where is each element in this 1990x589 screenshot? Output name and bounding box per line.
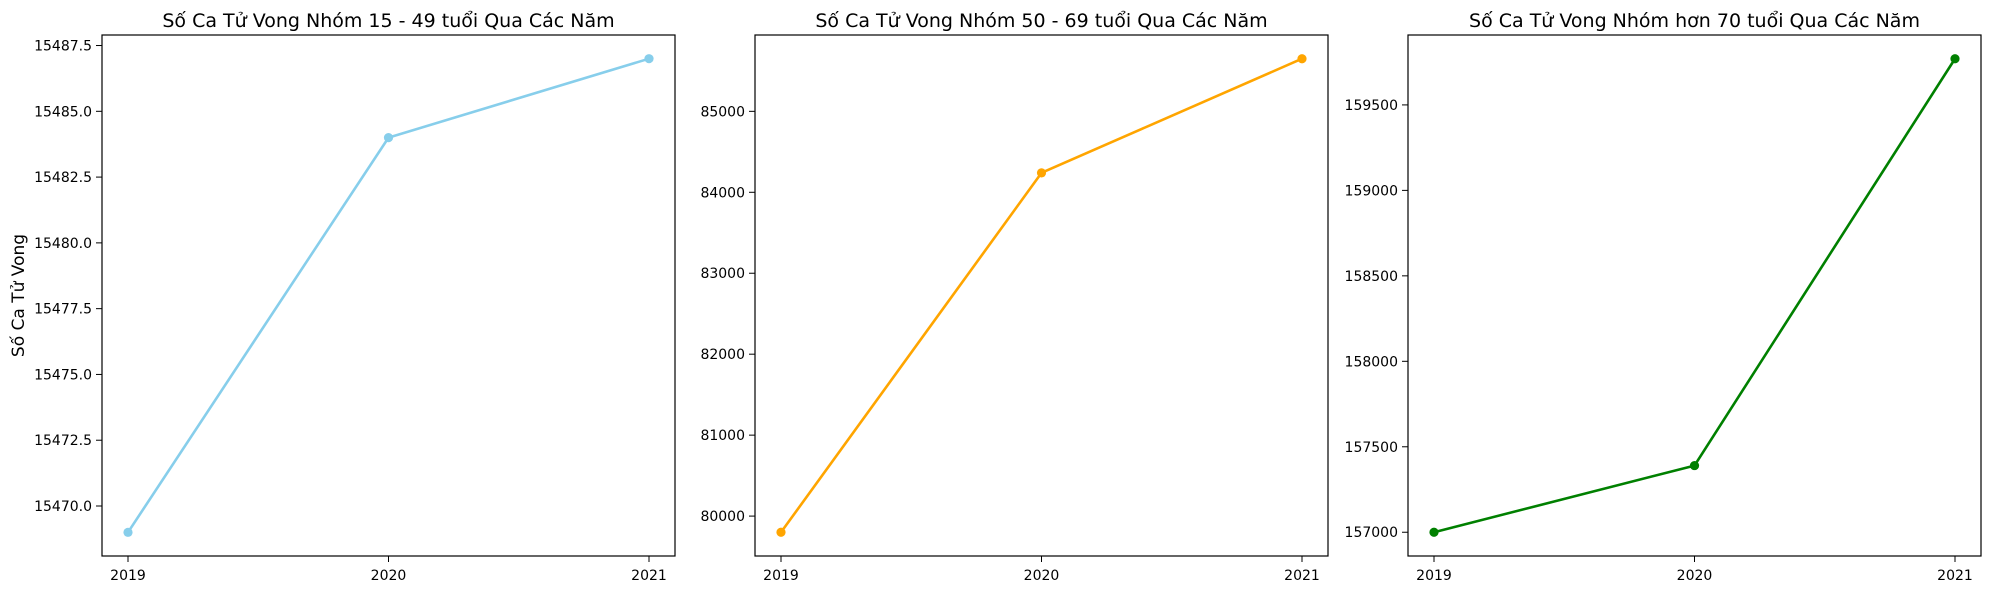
y-tick-label: 157000 [1345,525,1398,541]
y-tick-label: 82000 [700,347,745,363]
x-tick-label: 2021 [1937,568,1973,584]
y-tick-label: 159500 [1345,98,1398,114]
data-point [383,133,394,143]
y-tick-label: 15472.5 [34,433,92,449]
data-point [1689,460,1700,471]
chart-panel-50-69: Số Ca Tử Vong Nhóm 50 - 69 tuổi Qua Các … [700,10,1329,584]
axes-frame [1407,34,1982,557]
y-tick-label: 80000 [700,509,745,525]
x-tick-label: 2019 [110,568,146,584]
x-tick-label: 2020 [1677,568,1713,584]
y-tick-label: 15485.0 [34,104,92,120]
chart-title: Số Ca Tử Vong Nhóm 15 - 49 tuổi Qua Các … [162,10,614,32]
y-tick-label: 15480.0 [34,236,92,252]
chart-panel-70-plus: Số Ca Tử Vong Nhóm hơn 70 tuổi Qua Các N… [1345,10,1982,584]
y-axis-label: Số Ca Tử Vong [8,234,29,357]
chart-panel-15-49: Số Ca Tử Vong Nhóm 15 - 49 tuổi Qua Các … [8,10,676,584]
y-tick-label: 81000 [700,428,745,444]
chart-title: Số Ca Tử Vong Nhóm hơn 70 tuổi Qua Các N… [1469,10,1920,32]
x-tick-label: 2019 [763,568,799,584]
x-tick-label: 2021 [1284,568,1320,584]
series-line [126,57,650,534]
data-point [644,54,654,64]
data-point [123,527,133,537]
x-tick-label: 2021 [631,568,667,584]
y-tick-label: 83000 [700,266,745,282]
y-tick-label: 158500 [1345,269,1398,285]
y-tick-label: 15475.0 [34,367,92,383]
y-tick-label: 84000 [700,185,745,201]
data-point [1036,168,1047,178]
plot-area: 80000 81000 82000 83000 84000 85000 2019 2020 20… [700,54,1320,584]
y-tick-label: 15477.5 [34,302,92,318]
y-tick-label: 157500 [1345,440,1398,456]
y-tick-label: 159000 [1345,183,1398,199]
axes-frame [754,34,1329,557]
data-point [1297,54,1307,64]
series-line [779,57,1303,534]
data-point [776,527,786,537]
x-tick-label: 2020 [371,568,407,584]
plot-area: 15470.0 15472.5 15475.0 15477.5 15480.0 15482… [34,39,667,584]
x-tick-label: 2020 [1024,568,1060,584]
data-point [1429,527,1439,537]
y-tick-label: 15470.0 [34,499,92,515]
axes-frame [101,34,676,557]
y-tick-label: 15482.5 [34,170,92,186]
chart-title: Số Ca Tử Vong Nhóm 50 - 69 tuổi Qua Các … [815,10,1267,32]
data-point [1950,54,1960,64]
x-tick-label: 2019 [1416,568,1452,584]
y-tick-label: 85000 [700,104,745,120]
y-tick-label: 15487.5 [34,39,92,55]
y-tick-label: 158000 [1345,354,1398,370]
plot-area: 157000 157500 158000 158500 159000 159500 2019… [1345,54,1973,584]
